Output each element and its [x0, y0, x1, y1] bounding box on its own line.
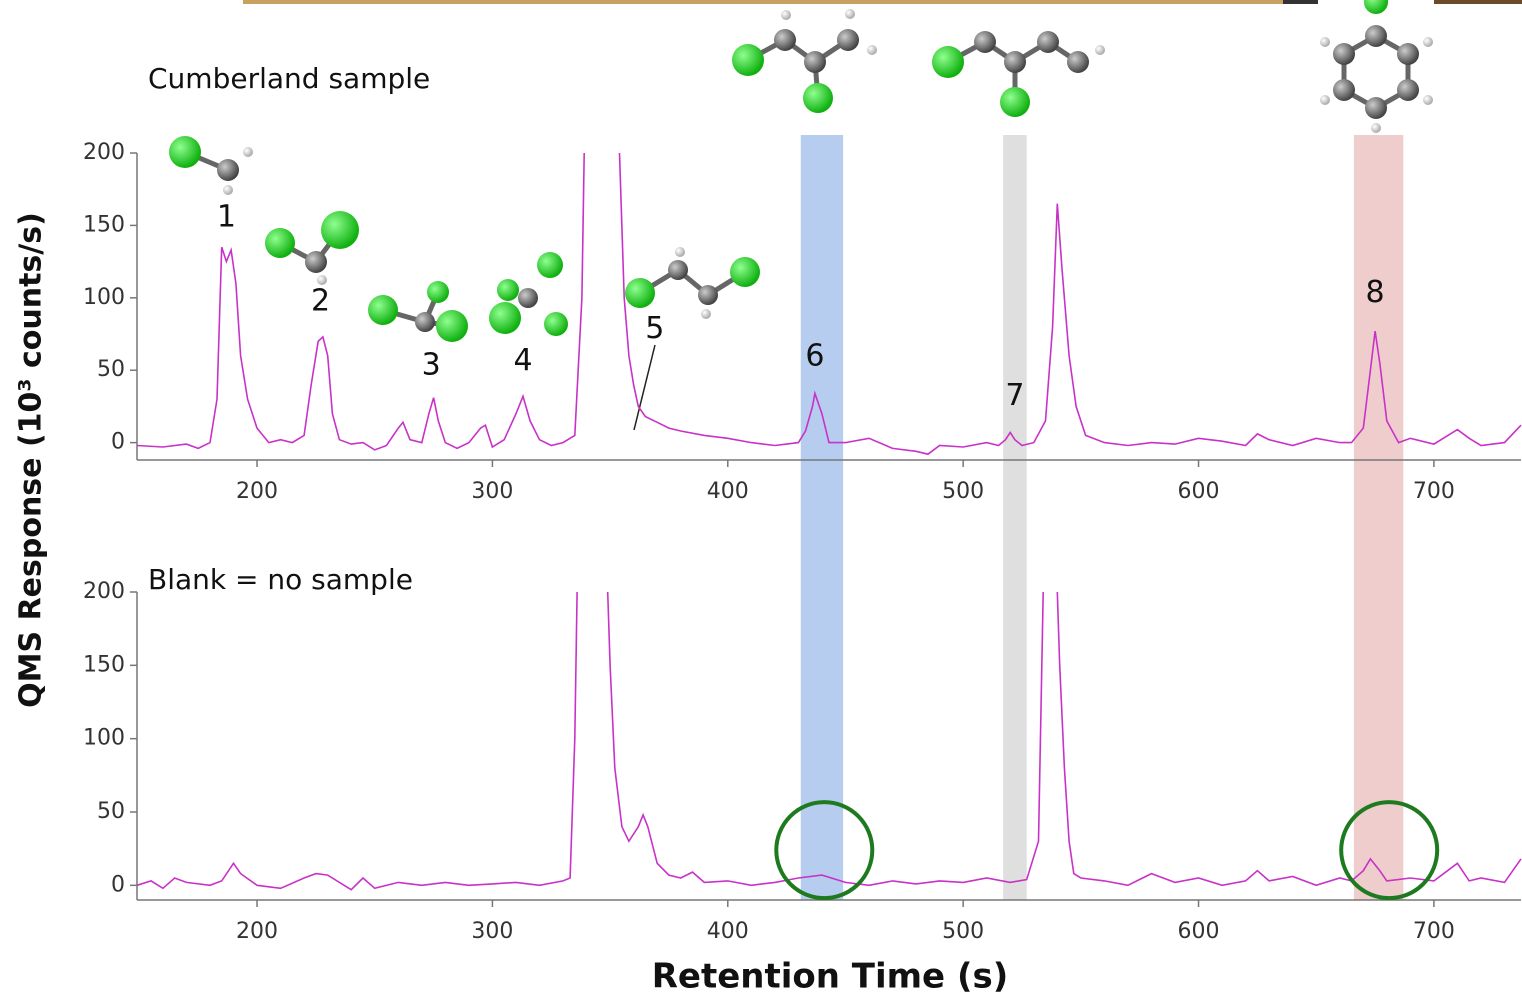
highlight-circle: [774, 800, 875, 901]
peak-label: 4: [513, 343, 532, 378]
y-tick-label: 200: [83, 140, 125, 165]
highlight-band: [800, 135, 844, 900]
y-tick-label: 100: [83, 726, 125, 751]
x-tick-label: 300: [471, 479, 513, 504]
molecules: [169, 0, 1433, 342]
y-tick-label: 0: [111, 872, 125, 897]
x-tick-label: 600: [1178, 479, 1220, 504]
peak-label: 7: [1005, 378, 1024, 413]
y-tick-label: 100: [83, 285, 125, 310]
bands: [800, 135, 1404, 900]
x-tick-label: 400: [707, 479, 749, 504]
leader-line: [633, 344, 656, 431]
panel-title: Cumberland sample: [148, 62, 430, 95]
photo-strip: [243, 0, 1283, 4]
y-tick-label: 0: [111, 430, 125, 455]
x-tick-label: 700: [1413, 479, 1455, 504]
x-tick-label: 200: [236, 479, 278, 504]
photo-strip: [1283, 0, 1318, 4]
x-tick-label: 600: [1178, 919, 1220, 944]
highlight-circle: [1339, 800, 1440, 901]
x-tick-label: 200: [236, 919, 278, 944]
trace-line: [136, 591, 1522, 891]
peak-label: 2: [311, 284, 330, 319]
highlight-band: [1353, 135, 1404, 900]
photo-strip: [1434, 0, 1522, 4]
x-tick-label: 500: [942, 479, 984, 504]
x-tick-label: 700: [1413, 919, 1455, 944]
y-axis-label: QMS Response (10³ counts/s): [14, 212, 49, 708]
x-tick-label: 300: [471, 919, 513, 944]
y-tick-label: 150: [83, 652, 125, 677]
y-tick-label: 50: [97, 357, 125, 382]
trace-line: [136, 152, 1522, 456]
highlight-band: [1003, 135, 1027, 900]
y-tick-label: 50: [97, 799, 125, 824]
peak-label: 3: [422, 347, 441, 382]
x-axis-label: Retention Time (s): [652, 957, 1009, 997]
peak-label: 6: [805, 339, 824, 374]
peak-label: 8: [1366, 275, 1385, 310]
x-tick-label: 400: [707, 919, 749, 944]
x-tick-label: 500: [942, 919, 984, 944]
y-tick-label: 200: [83, 579, 125, 604]
peak-label: 5: [645, 311, 664, 346]
peak-label: 1: [217, 200, 236, 235]
panel-title: Blank = no sample: [148, 563, 413, 596]
y-tick-label: 150: [83, 212, 125, 237]
